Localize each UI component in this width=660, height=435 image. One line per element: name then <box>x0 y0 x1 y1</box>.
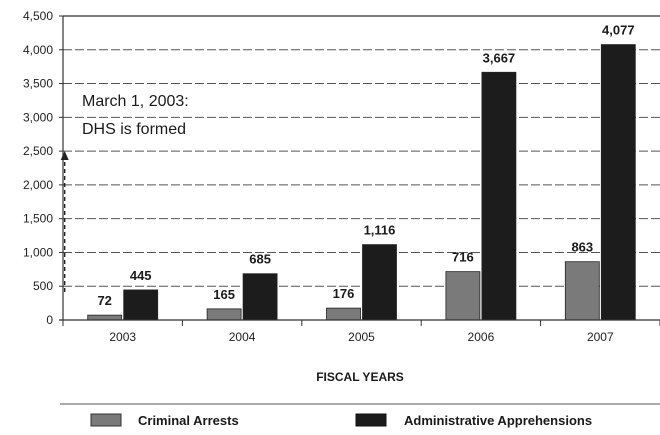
data-label: 176 <box>333 286 355 301</box>
legend: Criminal Arrests Administrative Apprehen… <box>60 403 660 428</box>
bar-administrative-apprehensions <box>600 44 636 321</box>
annotation-line-1: March 1, 2003: <box>82 93 189 110</box>
y-tick-label: 4,500 <box>23 9 53 23</box>
legend-swatch-administrative-apprehensions <box>355 413 387 427</box>
y-tick-label: 4,000 <box>23 43 53 57</box>
data-label: 863 <box>571 240 593 255</box>
annotation-line-2: DHS is formed <box>82 121 186 138</box>
data-label: 685 <box>249 252 271 267</box>
bar-administrative-apprehensions <box>362 244 397 321</box>
y-tick-label: 1,500 <box>23 212 53 226</box>
bar-criminal-arrests <box>87 314 123 321</box>
data-label: 445 <box>130 268 152 283</box>
x-axis: 2003 2004 2005 2006 2007 <box>59 319 660 344</box>
bar-administrative-apprehensions <box>123 289 159 321</box>
y-tick-label: 2,000 <box>23 178 53 192</box>
legend-label-criminal-arrests: Criminal Arrests <box>138 413 239 428</box>
data-label: 4,077 <box>602 23 635 38</box>
bar-administrative-apprehensions <box>481 71 517 321</box>
y-tick-label: 500 <box>33 279 53 293</box>
y-tick-label: 3,000 <box>23 110 53 124</box>
y-tick-label: 1,000 <box>23 245 53 259</box>
x-tick-label: 2005 <box>348 330 375 344</box>
x-tick-label: 2004 <box>229 330 256 344</box>
x-tick-label: 2003 <box>109 330 136 344</box>
bar-criminal-arrests <box>564 261 600 321</box>
x-tick-label: 2007 <box>587 330 614 344</box>
y-tick-label: 0 <box>46 313 53 327</box>
bar-criminal-arrests <box>326 307 361 321</box>
bars <box>87 44 636 321</box>
data-label: 72 <box>97 293 111 308</box>
bar-criminal-arrests <box>206 308 242 321</box>
y-axis: 0 500 1,000 1,500 2,000 2,500 3,000 3,500 4,000 4… <box>23 9 660 327</box>
data-label: 716 <box>452 250 474 265</box>
legend-swatch-criminal-arrests <box>90 413 122 427</box>
y-tick-label: 3,500 <box>23 77 53 91</box>
bar-criminal-arrests <box>445 271 481 321</box>
bar-administrative-apprehensions <box>242 273 278 321</box>
x-axis-title: FISCAL YEARS <box>316 370 404 384</box>
data-label: 3,667 <box>483 50 516 65</box>
x-tick-label: 2006 <box>468 330 495 344</box>
annotation: March 1, 2003: DHS is formed <box>60 93 189 292</box>
data-labels: 72 165 176 716 863 445 685 1,116 3,667 4,077 <box>97 23 634 309</box>
data-label: 1,116 <box>364 223 396 238</box>
annotation-arrow-head-icon <box>60 151 69 160</box>
data-label: 165 <box>213 287 235 302</box>
legend-label-administrative-apprehensions: Administrative Apprehensions <box>404 413 592 428</box>
y-tick-label: 2,500 <box>23 144 53 158</box>
